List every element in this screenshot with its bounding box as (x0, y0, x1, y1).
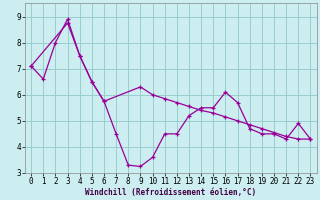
X-axis label: Windchill (Refroidissement éolien,°C): Windchill (Refroidissement éolien,°C) (85, 188, 256, 197)
